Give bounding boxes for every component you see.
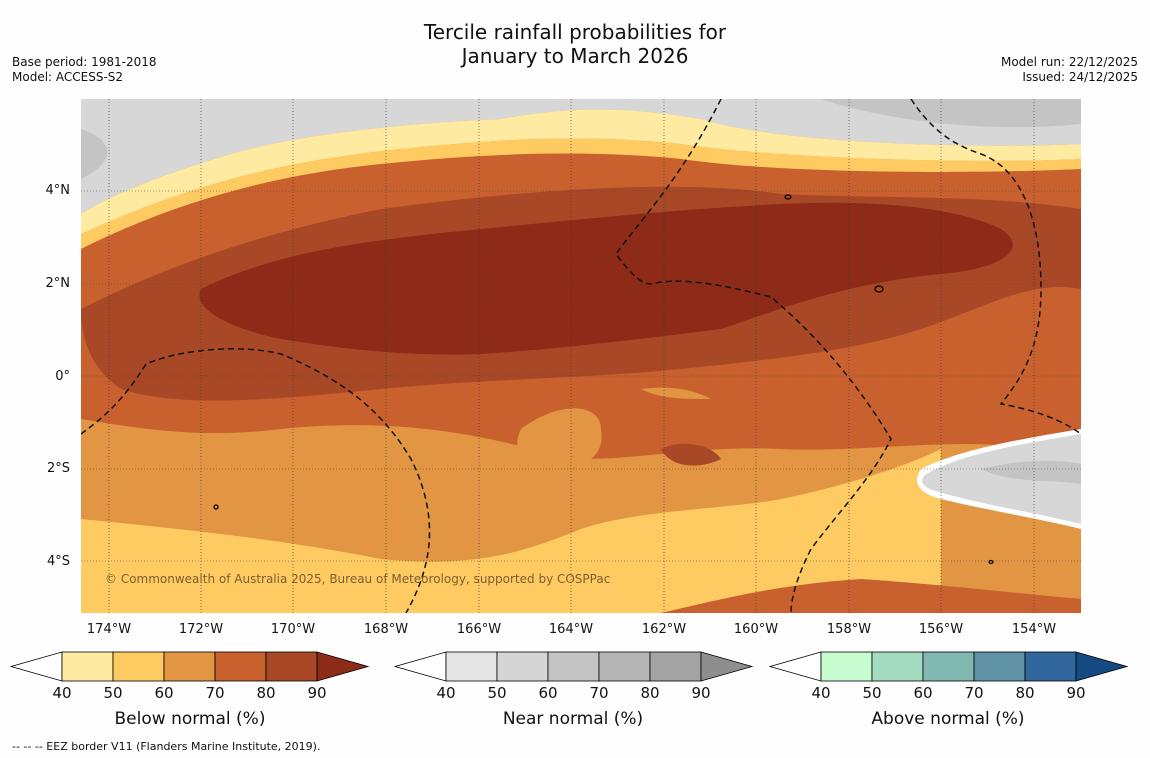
- lon-label-166w: 166°W: [456, 622, 502, 637]
- near-normal-north: [81, 99, 1081, 214]
- below-50-north-band: [81, 109, 1081, 234]
- below-50-60-south: [81, 449, 941, 613]
- cb-near-tick-80: 80: [640, 684, 660, 702]
- cb-near-over: [700, 651, 754, 682]
- cb-above-over: [1075, 651, 1129, 682]
- lon-label-168w: 168°W: [363, 622, 409, 637]
- below-80-south-patch: [661, 443, 721, 466]
- cb-above-80-90: [1024, 651, 1077, 682]
- below-90-core: [199, 202, 1013, 355]
- lon-label-154w: 154°W: [1011, 622, 1057, 637]
- lon-label-162w: 162°W: [641, 622, 687, 637]
- near-normal-north-60: [81, 99, 1081, 179]
- probability-map[interactable]: [81, 99, 1081, 613]
- cb-above-tick-40: 40: [811, 684, 831, 702]
- legend-title-below: Below normal (%): [114, 709, 266, 729]
- cb-above-40-50: [820, 651, 873, 682]
- lon-label-160w: 160°W: [733, 622, 779, 637]
- cb-near-tick-50: 50: [487, 684, 507, 702]
- cb-below-40-50: [61, 651, 114, 682]
- cb-near-80-90: [649, 651, 702, 682]
- cb-below-tick-50: 50: [103, 684, 123, 702]
- title-line-1: Tercile rainfall probabilities for: [423, 20, 727, 44]
- cb-near-40-50: [445, 651, 498, 682]
- lon-label-170w: 170°W: [270, 622, 316, 637]
- lon-label-174w: 174°W: [86, 622, 132, 637]
- cb-below-tick-60: 60: [154, 684, 174, 702]
- legend-title-above: Above normal (%): [871, 709, 1025, 729]
- cb-near-tick-90: 90: [691, 684, 711, 702]
- cb-below-tick-70: 70: [205, 684, 225, 702]
- cb-near-tick-60: 60: [538, 684, 558, 702]
- below-70-south-edge: [661, 579, 1081, 613]
- cb-above-70-80: [973, 651, 1026, 682]
- cb-above-tick-90: 90: [1066, 684, 1086, 702]
- legend-title-near: Near normal (%): [502, 709, 644, 729]
- cb-near-60-70: [547, 651, 600, 682]
- lat-label-4s: 4°S: [46, 554, 70, 569]
- below-60-north-band: [81, 138, 1081, 249]
- issued-date: Issued: 24/12/2025: [1022, 70, 1138, 84]
- cb-near-under: [394, 651, 447, 682]
- run-info: Model run: 22/12/2025 Issued: 24/12/2025: [1001, 55, 1138, 85]
- cb-below-tick-80: 80: [256, 684, 276, 702]
- cb-below-70-80: [214, 651, 267, 682]
- near-normal-south-60: [981, 460, 1081, 484]
- cb-above-tick-80: 80: [1015, 684, 1035, 702]
- eez-border: [81, 99, 1081, 613]
- map-title: Tercile rainfall probabilities for Janua…: [0, 20, 1150, 68]
- cb-above-tick-50: 50: [862, 684, 882, 702]
- cb-near-tick-40: 40: [436, 684, 456, 702]
- cb-below-over: [316, 651, 370, 682]
- cb-above-tick-70: 70: [964, 684, 984, 702]
- title-line-2: January to March 2026: [461, 44, 689, 68]
- lon-label-158w: 158°W: [826, 622, 872, 637]
- lon-label-172w: 172°W: [178, 622, 224, 637]
- island-outlines: [213, 194, 994, 565]
- cb-above-50-60: [871, 651, 924, 682]
- colorbar-below: [10, 651, 370, 682]
- cb-below-60-70: [163, 651, 216, 682]
- lon-label-164w: 164°W: [548, 622, 594, 637]
- cb-near-50-60: [496, 651, 549, 682]
- map-svg: [81, 99, 1081, 613]
- cb-below-50-60: [112, 651, 165, 682]
- below-60-70-patch: [517, 387, 711, 469]
- lon-label-156w: 156°W: [918, 622, 964, 637]
- cb-below-tick-40: 40: [52, 684, 72, 702]
- cb-near-tick-70: 70: [589, 684, 609, 702]
- eez-footnote: -- -- -- EEZ border V11 (Flanders Marine…: [12, 740, 321, 753]
- cb-below-under: [10, 651, 63, 682]
- model-name: Model: ACCESS-S2: [12, 70, 124, 84]
- cb-below-tick-90: 90: [307, 684, 327, 702]
- cb-above-under: [769, 651, 822, 682]
- colorbar-above: [769, 651, 1129, 682]
- base-period: Base period: 1981-2018: [12, 55, 157, 69]
- copyright-text: © Commonwealth of Australia 2025, Bureau…: [105, 572, 611, 586]
- near-normal-south: [922, 434, 1081, 524]
- lat-label-2n: 2°N: [45, 276, 71, 291]
- model-run: Model run: 22/12/2025: [1000, 55, 1138, 69]
- cb-near-70-80: [598, 651, 651, 682]
- cb-above-60-70: [922, 651, 975, 682]
- lat-label-4n: 4°N: [45, 183, 71, 198]
- model-info: Base period: 1981-2018 Model: ACCESS-S2: [12, 55, 157, 85]
- colorbar-near: [394, 651, 754, 682]
- cb-below-80-90: [265, 651, 318, 682]
- cb-above-tick-60: 60: [913, 684, 933, 702]
- lat-label-0: 0°: [55, 369, 70, 384]
- lat-label-2s: 2°S: [46, 461, 70, 476]
